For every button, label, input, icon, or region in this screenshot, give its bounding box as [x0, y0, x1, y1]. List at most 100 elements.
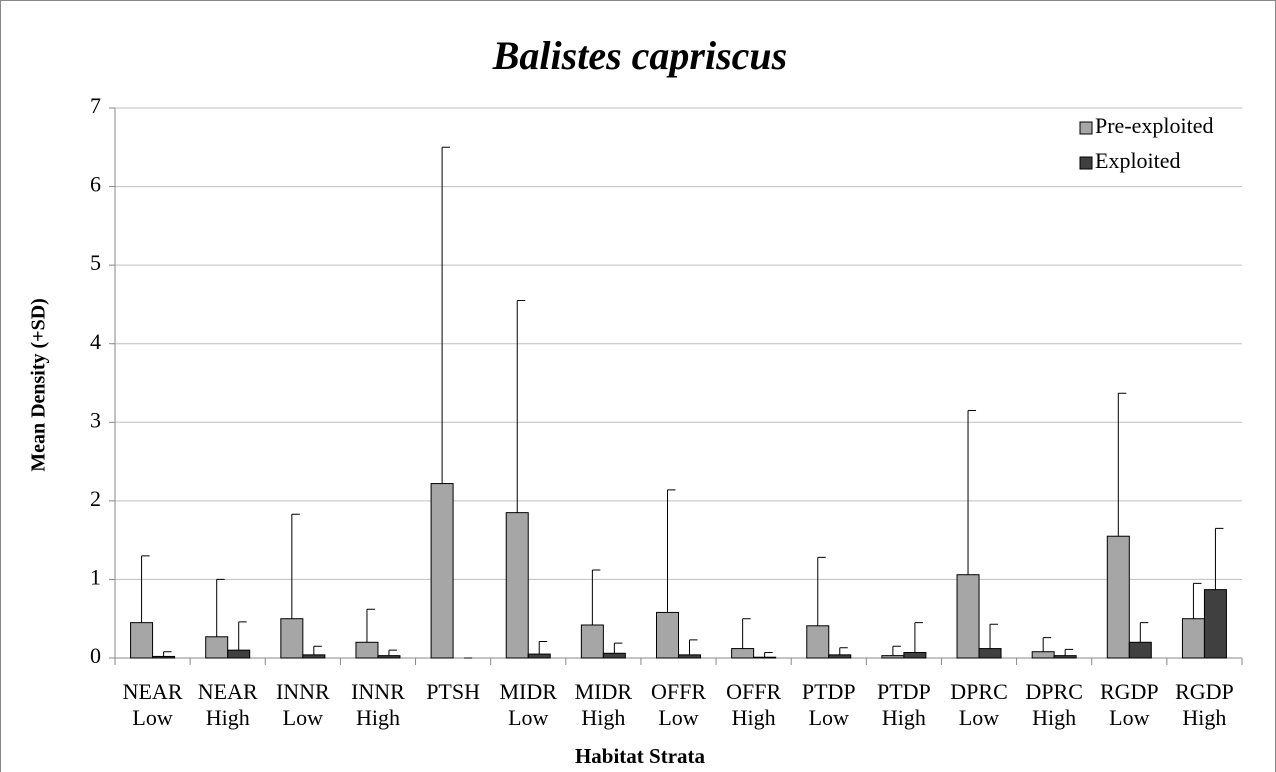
bar	[527, 653, 551, 659]
error-bar	[839, 647, 848, 655]
x-tick-label: High	[581, 705, 625, 730]
x-tick-label: Low	[809, 705, 849, 730]
x-tick-label: PTDP	[802, 679, 856, 704]
bar	[881, 655, 905, 659]
x-tick-label: RGDP	[1100, 679, 1159, 704]
bar	[1053, 655, 1077, 659]
bar	[430, 483, 454, 659]
error-bar	[613, 642, 623, 654]
y-tick-label: 3	[90, 407, 101, 432]
error-bar	[764, 652, 773, 658]
error-bar	[689, 639, 698, 655]
error-bar	[1117, 392, 1127, 537]
x-tick-label: OFFR	[726, 679, 781, 704]
y-tick-label: 1	[90, 564, 101, 589]
bar	[731, 648, 755, 659]
x-tick-label: INNR	[276, 679, 330, 704]
error-bar	[313, 645, 322, 655]
error-bar	[538, 641, 548, 655]
error-bar	[238, 621, 247, 651]
bar	[1128, 641, 1152, 659]
bar	[656, 611, 679, 659]
x-tick-label: High	[1032, 705, 1076, 730]
legend-label: Pre-exploited	[1095, 113, 1214, 138]
error-bar	[291, 513, 300, 619]
bar	[152, 655, 176, 659]
error-bar	[591, 569, 601, 625]
y-tick-label: 4	[90, 329, 101, 354]
error-bar	[216, 578, 225, 637]
error-bar	[1139, 622, 1149, 643]
legend-swatch	[1079, 121, 1093, 135]
error-bar	[366, 608, 375, 643]
bar	[806, 625, 830, 659]
legend-swatch	[1079, 156, 1093, 170]
x-tick-label: Low	[132, 705, 172, 730]
x-tick-label: MIDR	[500, 679, 558, 704]
error-bar	[667, 489, 676, 613]
x-tick-label: NEAR	[198, 679, 258, 704]
error-bar	[388, 649, 397, 656]
y-tick-label: 7	[90, 93, 101, 118]
x-tick-label: High	[206, 705, 250, 730]
bar	[956, 574, 980, 659]
bar	[1106, 535, 1130, 659]
error-bar	[1042, 637, 1052, 652]
chart-title: Balistes capriscus	[492, 33, 787, 78]
bar	[580, 624, 604, 659]
x-tick-label: DPRC	[950, 679, 1007, 704]
x-tick-label: Low	[1109, 705, 1149, 730]
x-tick-label: NEAR	[123, 679, 183, 704]
bar	[280, 618, 304, 659]
bar	[903, 652, 927, 659]
x-tick-label: PTSH	[426, 679, 480, 704]
bar	[227, 649, 251, 659]
bar	[1031, 651, 1055, 659]
bar	[355, 641, 379, 659]
error-bar	[817, 556, 826, 626]
error-bar	[163, 651, 172, 657]
bar	[978, 648, 1002, 659]
legend-label: Exploited	[1095, 148, 1181, 173]
x-tick-label: DPRC	[1025, 679, 1082, 704]
error-bar	[141, 555, 150, 623]
bar	[1203, 589, 1227, 659]
bar	[753, 656, 777, 659]
y-tick-label: 5	[90, 250, 101, 275]
error-bar	[742, 618, 751, 649]
error-bar	[892, 645, 901, 656]
error-bar	[1214, 527, 1224, 590]
bar	[205, 636, 229, 659]
error-bar	[1064, 648, 1074, 656]
bar	[505, 512, 529, 659]
x-tick-label: PTDP	[877, 679, 931, 704]
error-bar	[989, 623, 999, 649]
y-tick-label: 6	[90, 172, 101, 197]
error-bar	[967, 410, 977, 575]
bar	[1181, 618, 1205, 659]
bar	[602, 652, 626, 659]
bar	[302, 654, 326, 659]
x-tick-label: MIDR	[575, 679, 633, 704]
y-tick-label: 2	[90, 486, 101, 511]
x-tick-label: High	[356, 705, 400, 730]
x-tick-label: High	[1182, 705, 1226, 730]
error-bar	[1192, 582, 1202, 619]
x-tick-label: Low	[658, 705, 698, 730]
error-bar	[516, 300, 526, 513]
y-tick-label: 0	[90, 643, 101, 668]
x-tick-label: RGDP	[1175, 679, 1234, 704]
x-axis-title: Habitat Strata	[575, 744, 706, 768]
bar	[828, 654, 852, 659]
x-tick-label: High	[732, 705, 776, 730]
x-tick-label: Low	[959, 705, 999, 730]
bar	[678, 654, 701, 659]
error-bar	[914, 622, 923, 653]
error-bar	[441, 146, 451, 484]
bar	[130, 622, 154, 659]
x-tick-label: Low	[508, 705, 548, 730]
x-tick-label: OFFR	[651, 679, 706, 704]
y-axis-title: Mean Density (+SD)	[28, 298, 50, 472]
